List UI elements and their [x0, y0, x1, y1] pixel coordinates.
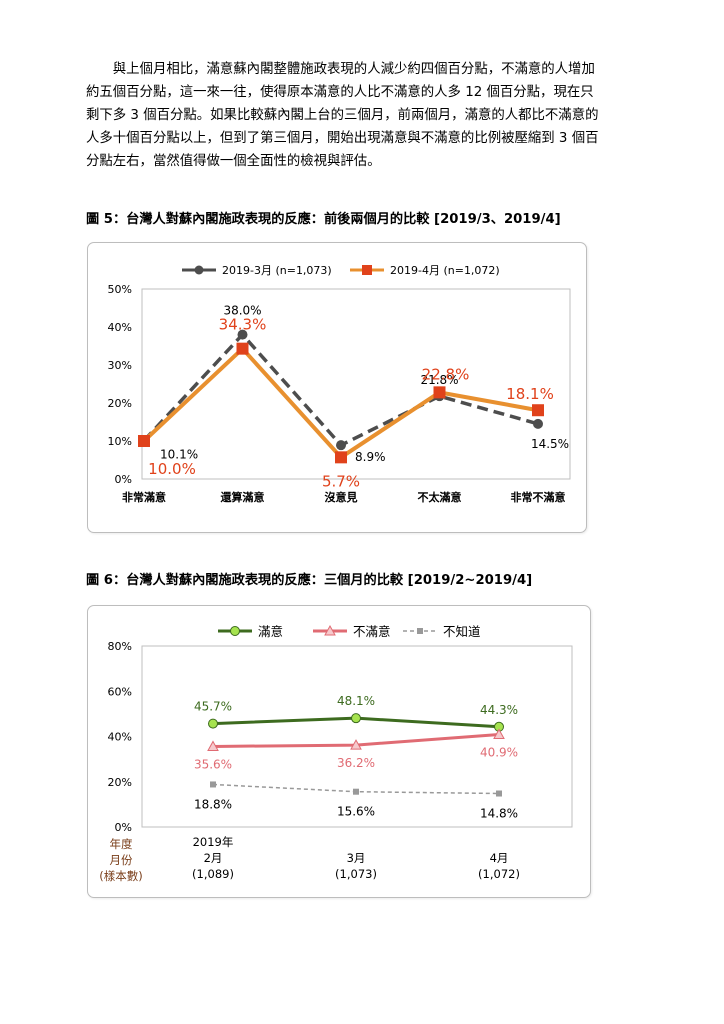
data-point: [208, 718, 218, 729]
data-label: 22.8%: [422, 365, 470, 383]
legend-label: 滿意: [258, 624, 283, 639]
data-point: [532, 404, 544, 417]
data-point: [493, 728, 505, 739]
y-tick-label: 40%: [108, 321, 132, 334]
data-label: 10.0%: [148, 460, 196, 478]
figure-5-chart-frame: 0% 10% 20% 30% 40% 50% 非常滿意 還算滿意 沒意見 不太滿意 非常不滿意 201…: [87, 242, 587, 533]
x-tick-label: 沒意見: [325, 490, 358, 504]
x-tick-label: 不太滿意: [418, 490, 462, 504]
data-label: 35.6%: [194, 757, 232, 771]
data-label: 34.3%: [219, 316, 267, 334]
y-tick-label: 80%: [108, 640, 132, 653]
figure-5-caption: 圖 5：台灣人對蘇內閣施政表現的反應：前後兩個月的比較 [2019/3、2019…: [86, 212, 561, 227]
x-tick-label: 還算滿意: [221, 490, 265, 504]
x-tick-label: (1,072): [478, 867, 520, 881]
y-tick-label: 20%: [108, 397, 132, 410]
x-tick-label: 2019年: [193, 835, 234, 849]
data-point: [237, 329, 248, 340]
data-point: [210, 781, 216, 788]
paragraph-line: 與上個月相比，滿意蘇內閣整體施政表現的人減少約四個百分點，不滿意的人增加: [86, 62, 595, 77]
y-tick-label: 40%: [108, 731, 132, 744]
data-point: [433, 386, 446, 399]
data-label: 10.1%: [160, 448, 198, 462]
data-point: [353, 788, 359, 795]
data-label: 8.9%: [355, 450, 386, 464]
y-tick-label: 30%: [108, 359, 132, 372]
y-tick-label: 50%: [108, 283, 132, 296]
legend-marker: [417, 628, 423, 634]
legend-label: 不知道: [443, 624, 481, 639]
data-point: [350, 739, 362, 750]
data-point: [351, 713, 361, 724]
paragraph-line: 人多十個百分點以上，但到了第三個月，開始出現滿意與不滿意的比例被壓縮到 3 個百: [86, 131, 599, 146]
data-point: [496, 790, 502, 797]
x-tick-label: 非常滿意: [122, 490, 166, 504]
x-tick-label: (1,073): [335, 867, 377, 881]
data-label: 40.9%: [480, 745, 518, 759]
axis-label: 月份: [110, 853, 133, 867]
data-label: 44.3%: [480, 703, 518, 717]
x-tick-label: 3月: [347, 851, 366, 865]
y-tick-label: 0%: [115, 473, 132, 486]
data-label: 48.1%: [337, 694, 375, 708]
data-label: 15.6%: [337, 805, 375, 819]
series-line-2019-3: [142, 331, 539, 448]
axis-label: 年度: [110, 837, 133, 851]
legend-label: 2019-3月 (n=1,073): [222, 264, 332, 277]
paragraph-line: 剩下多 3 個百分點。如果比較蘇內閣上台的三個月，前兩個月，滿意的人都比不滿意的: [86, 108, 599, 123]
data-label: 14.5%: [531, 437, 569, 451]
data-label: 18.8%: [194, 797, 232, 811]
x-tick-label: (1,089): [192, 867, 234, 881]
legend-marker: [230, 626, 240, 636]
axis-label: (樣本數): [99, 869, 142, 883]
data-label: 14.8%: [480, 807, 518, 821]
data-label: 18.1%: [506, 385, 554, 403]
x-tick-label: 非常不滿意: [511, 490, 566, 504]
x-tick-label: 4月: [490, 851, 509, 865]
y-tick-label: 20%: [108, 776, 132, 789]
data-point: [335, 451, 347, 464]
plot-area: [141, 288, 571, 480]
paragraph-line: 約五個百分點，這一來一往，使得原本滿意的人比不滿意的人多 12 個百分點，現在只: [86, 85, 594, 100]
body-paragraph: 與上個月相比，滿意蘇內閣整體施政表現的人減少約四個百分點，不滿意的人增加 約五個…: [86, 58, 638, 173]
figure-5-chart: 0% 10% 20% 30% 40% 50% 非常滿意 還算滿意 沒意見 不太滿意 非常不滿意 201…: [108, 264, 571, 504]
y-tick-label: 60%: [108, 685, 132, 698]
figure-6-chart-frame: 0% 20% 40% 60% 80% 年度月份 (樣本數) 2019年 2月 (1,089) 3月 (…: [87, 605, 591, 898]
legend-marker: [324, 624, 336, 636]
data-point: [533, 418, 543, 429]
legend-marker: [362, 265, 372, 275]
data-label: 36.2%: [337, 756, 375, 770]
data-label: 5.7%: [322, 472, 360, 490]
data-label: 21.8%: [420, 373, 458, 387]
paragraph-line: 分點左右，當然值得做一個全面性的檢視與評估。: [86, 154, 381, 169]
data-label: 45.7%: [194, 700, 232, 714]
data-point: [336, 440, 346, 451]
legend-label: 不滿意: [353, 624, 391, 639]
x-tick-label: 2月: [204, 851, 223, 865]
data-point: [207, 740, 219, 751]
plot-area: [141, 645, 573, 828]
data-label: 38.0%: [223, 304, 261, 318]
legend-marker: [194, 265, 204, 275]
y-tick-label: 0%: [115, 821, 132, 834]
data-point: [138, 435, 150, 447]
legend-label: 2019-4月 (n=1,072): [390, 264, 500, 277]
y-tick-label: 10%: [108, 435, 132, 448]
figure-6-caption: 圖 6：台灣人對蘇內閣施政表現的反應：三個月的比較 [2019/2~2019/4…: [86, 573, 533, 588]
data-point: [236, 342, 249, 355]
